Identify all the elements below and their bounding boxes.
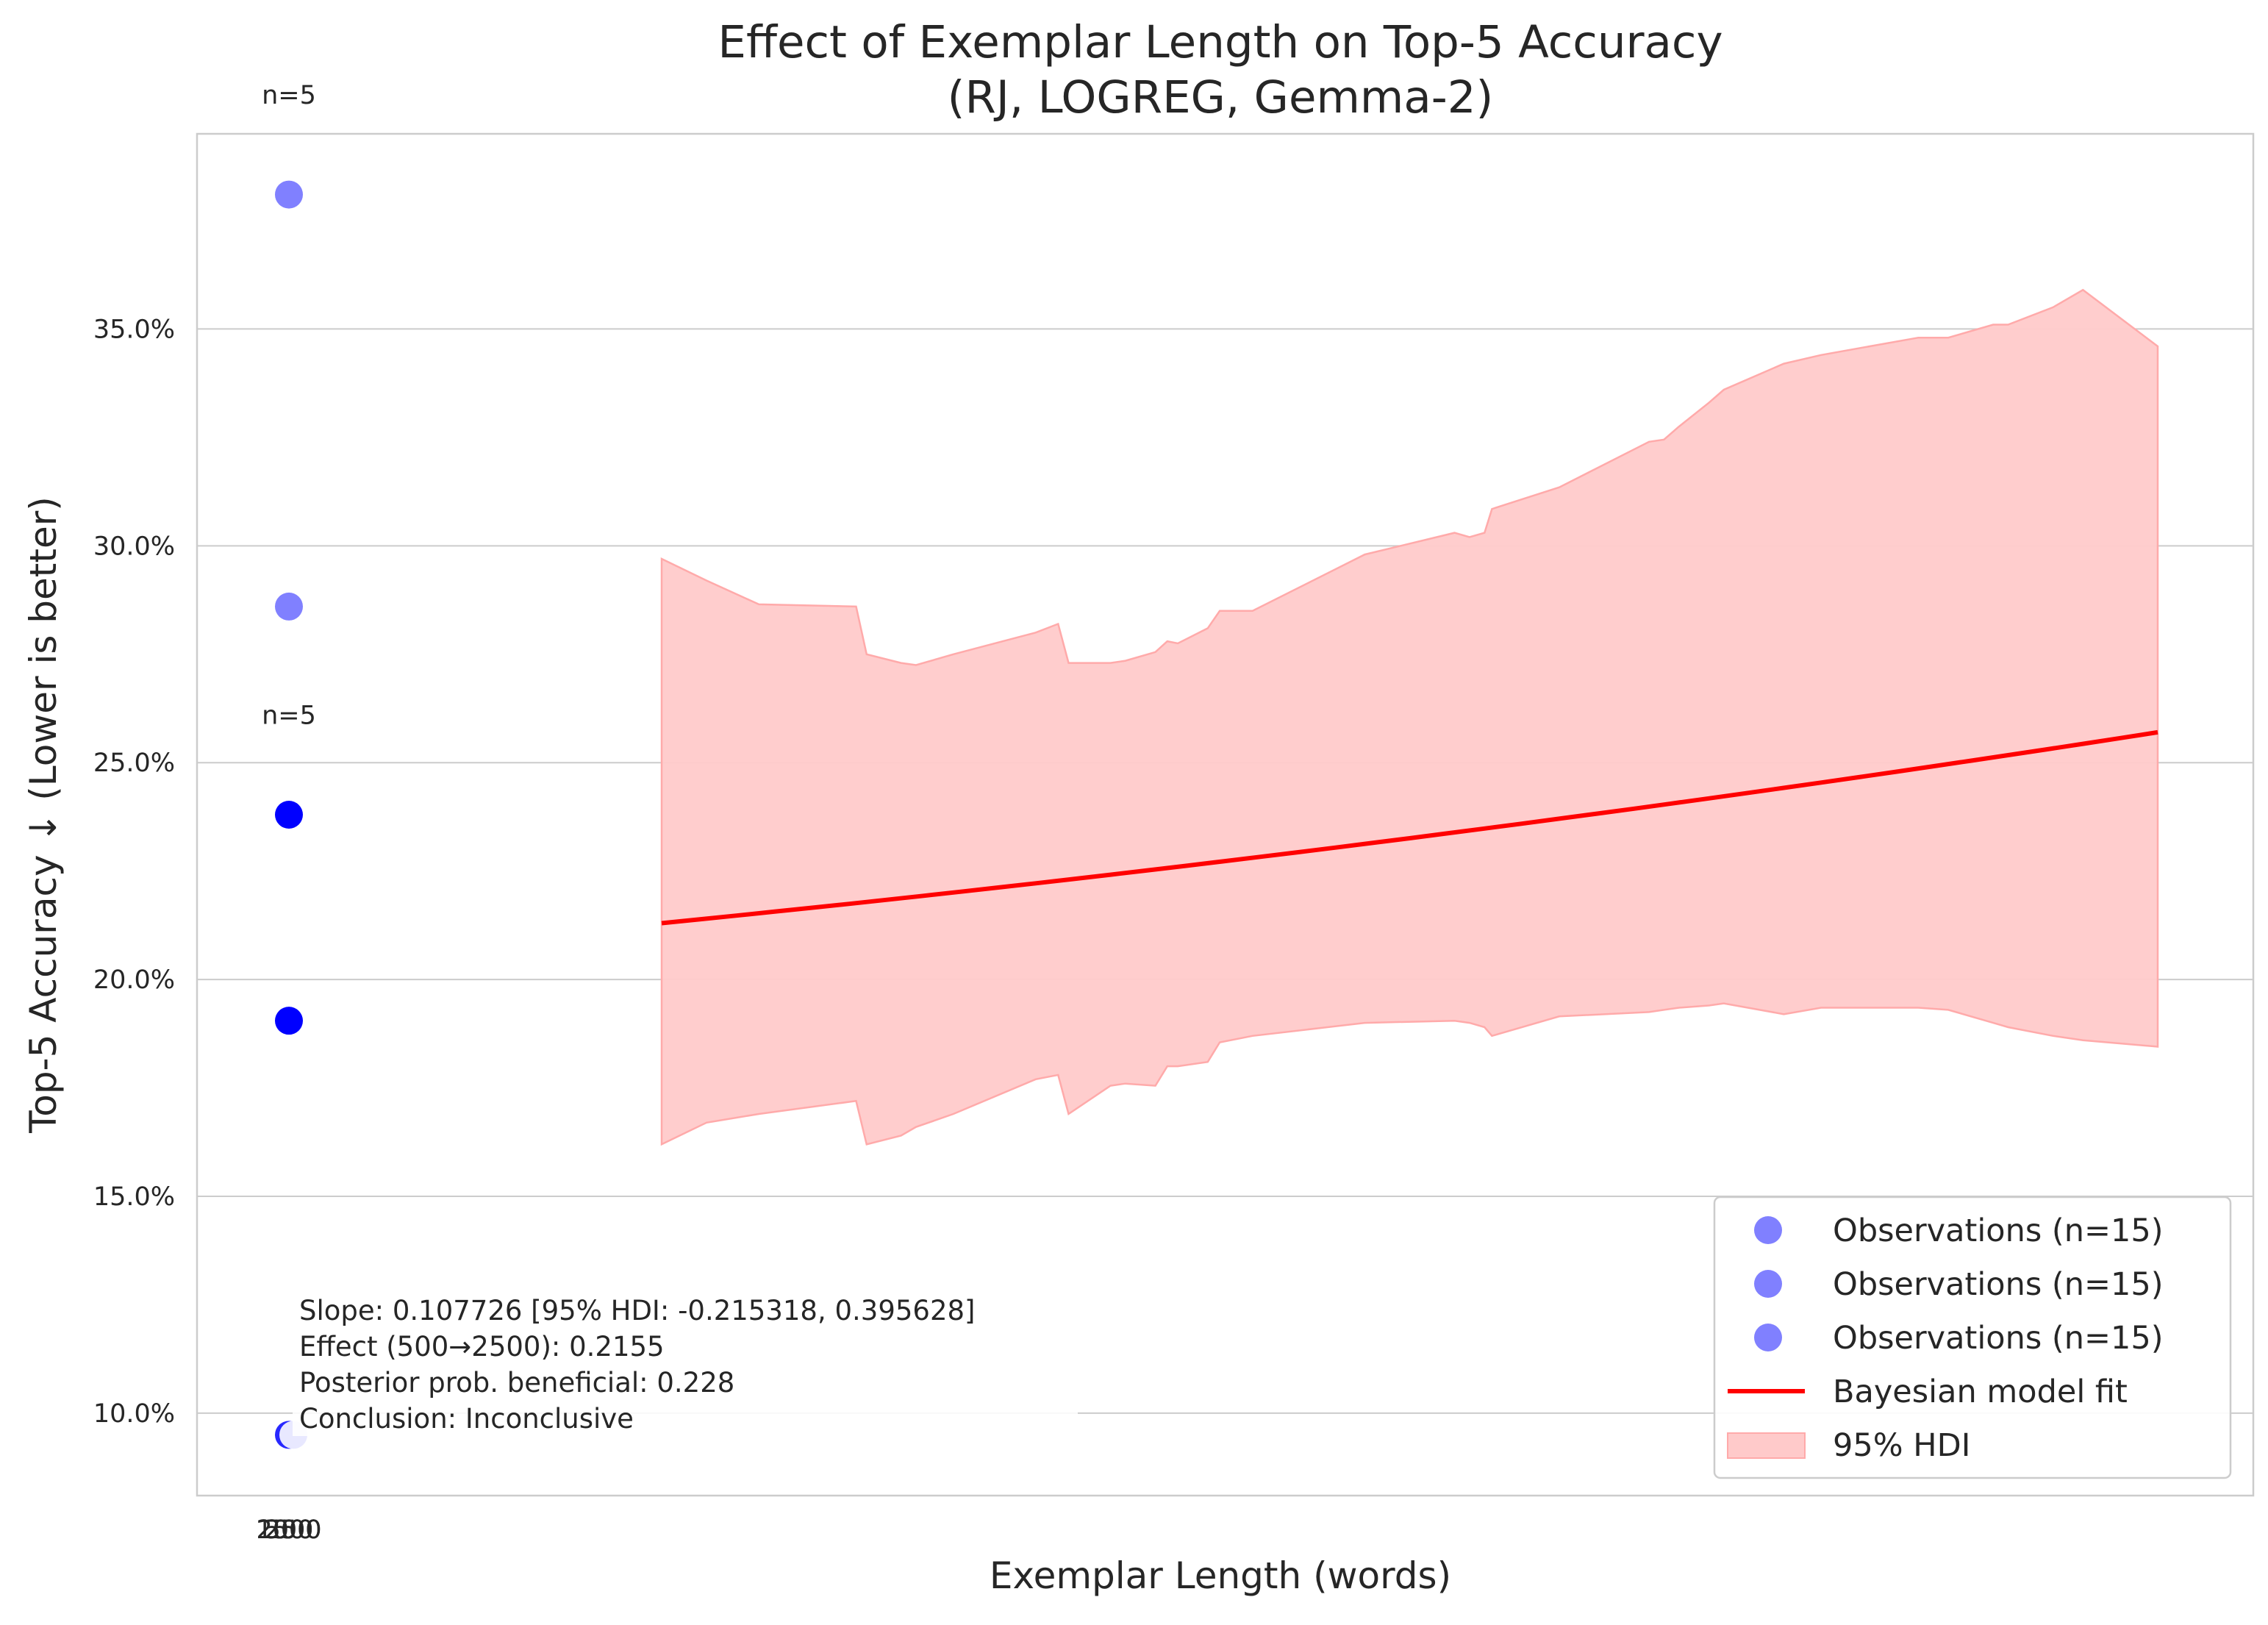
observation-point bbox=[275, 592, 303, 621]
y-tick-label: 35.0% bbox=[93, 315, 175, 344]
legend-box bbox=[1713, 1196, 2232, 1479]
legend-label: 95% HDI bbox=[1833, 1427, 1970, 1464]
fit-line-layer bbox=[661, 729, 2158, 926]
hdi-layer bbox=[660, 288, 2159, 1146]
annotation-layer: n=5 n=5 bbox=[262, 81, 316, 730]
stats-line: Slope: 0.107726 [95% HDI: -0.215318, 0.3… bbox=[299, 1295, 975, 1326]
x-tick-label: 250 bbox=[265, 1515, 314, 1545]
legend-marker-dot bbox=[1754, 1270, 1782, 1298]
stats-text-box: Slope: 0.107726 [95% HDI: -0.215318, 0.3… bbox=[293, 1283, 1078, 1436]
y-tick-label: 25.0% bbox=[93, 749, 175, 778]
x-tick-label: 2500 bbox=[256, 1515, 321, 1545]
legend-marker-patch bbox=[1727, 1432, 1806, 1459]
legend: Observations (n=15) Observations (n=15) Ob… bbox=[1713, 1196, 2232, 1479]
legend-label: Observations (n=15) bbox=[1833, 1320, 2163, 1357]
stats-line: Posterior prob. beneficial: 0.228 bbox=[299, 1367, 734, 1399]
x-axis-label: Exemplar Length (words) bbox=[990, 1554, 1451, 1597]
y-tick-label: 10.0% bbox=[93, 1399, 175, 1429]
plot-frame bbox=[196, 132, 2255, 1497]
legend-label: Bayesian model fit bbox=[1833, 1374, 2128, 1410]
y-tick-labels: 10.0% 15.0% 20.0% 25.0% 30.0% 35.0% bbox=[93, 315, 175, 1429]
stats-line: Conclusion: Inconclusive bbox=[299, 1403, 634, 1435]
legend-marker-dot bbox=[1754, 1324, 1782, 1351]
y-tick-label: 15.0% bbox=[93, 1182, 175, 1212]
stats-line: Effect (500→2500): 0.2155 bbox=[299, 1331, 665, 1362]
x-tick-label: 1000 bbox=[256, 1515, 321, 1545]
observation-point bbox=[275, 801, 303, 829]
y-axis-label: Top-5 Accuracy ↓ (Lower is better) bbox=[22, 496, 65, 1134]
y-tick-label: 20.0% bbox=[93, 965, 175, 995]
legend-marker-dot bbox=[1754, 1216, 1782, 1244]
y-tick-label: 30.0% bbox=[93, 532, 175, 561]
n-annotation: n=5 bbox=[262, 81, 316, 110]
chart-title: Effect of Exemplar Length on Top-5 Accur… bbox=[718, 16, 1723, 68]
stats-box-background bbox=[293, 1283, 1078, 1436]
chart-subtitle: (RJ, LOGREG, Gemma-2) bbox=[948, 71, 1494, 124]
observation-point bbox=[275, 180, 303, 209]
legend-label: Observations (n=15) bbox=[1833, 1212, 2163, 1249]
points-layer bbox=[275, 180, 307, 1449]
x-tick-label: 500 bbox=[265, 1515, 314, 1545]
legend-label: Observations (n=15) bbox=[1833, 1266, 2163, 1303]
fit-line bbox=[661, 729, 2158, 926]
hdi-band bbox=[660, 288, 2159, 1146]
n-annotation: n=5 bbox=[262, 701, 316, 730]
observation-point bbox=[275, 1007, 303, 1035]
